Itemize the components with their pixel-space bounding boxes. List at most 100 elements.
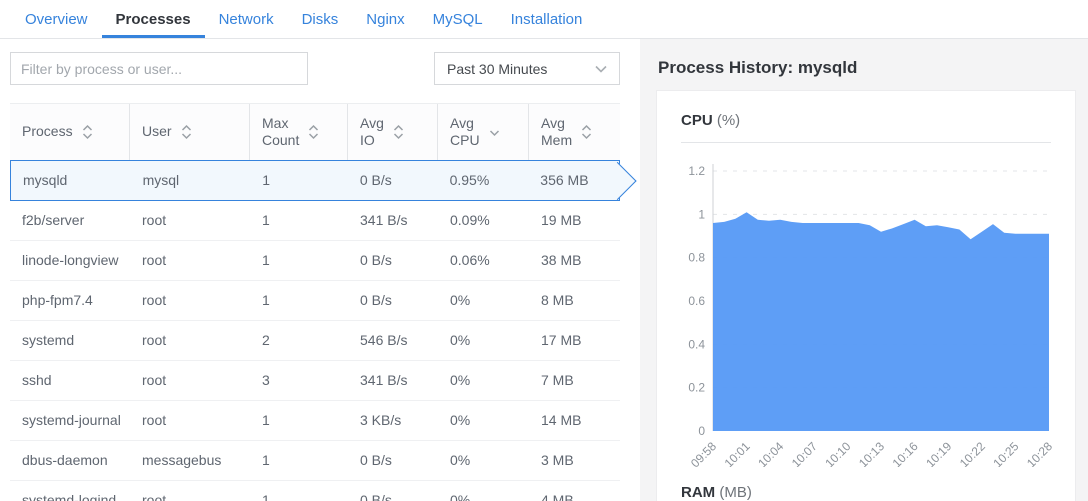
process-row-sshd[interactable]: sshd root 3 341 B/s 0% 7 MB	[10, 361, 620, 401]
tab-overview[interactable]: Overview	[25, 10, 88, 28]
cell-avg-mem: 17 MB	[541, 332, 582, 349]
process-table: Process User Max Count Avg IO Avg CPU Avg Mem…	[10, 103, 637, 501]
cell-avg-cpu: 0.06%	[450, 252, 490, 269]
cell-avg-mem: 19 MB	[541, 212, 582, 229]
cell-avg-mem: 3 MB	[541, 452, 574, 469]
svg-text:10:22: 10:22	[957, 439, 988, 467]
cell-process: mysqld	[23, 172, 68, 189]
svg-text:0.6: 0.6	[688, 294, 705, 308]
tab-installation[interactable]: Installation	[510, 10, 583, 28]
cell-user: root	[142, 332, 167, 349]
cell-user: mysql	[142, 172, 180, 189]
svg-text:0.2: 0.2	[688, 381, 705, 395]
cpu-chart-title: CPU (%)	[681, 112, 741, 129]
cell-avg-cpu: 0%	[450, 372, 471, 389]
process-row-mysqld[interactable]: mysqld mysql 1 0 B/s 0.95% 356 MB	[10, 160, 637, 201]
chevron-down-icon	[593, 61, 609, 77]
cell-max-count: 1	[262, 492, 270, 501]
cell-process: dbus-daemon	[22, 452, 108, 469]
cell-process: f2b/server	[22, 212, 85, 229]
column-label: Max Count	[262, 114, 300, 149]
cell-avg-cpu: 0%	[450, 492, 471, 501]
cell-process: systemd-logind	[22, 492, 117, 501]
column-header-user[interactable]: User	[130, 104, 250, 160]
cell-max-count: 1	[262, 452, 270, 469]
cell-avg-io: 0 B/s	[359, 172, 392, 189]
cpu-chart-unit: (%)	[716, 112, 741, 129]
cell-avg-cpu: 0%	[450, 452, 471, 469]
process-row-php-fpm7.4[interactable]: php-fpm7.4 root 1 0 B/s 0% 8 MB	[10, 281, 620, 321]
cell-max-count: 1	[262, 292, 270, 309]
svg-text:10:07: 10:07	[789, 439, 820, 467]
cell-max-count: 1	[262, 412, 270, 429]
cell-avg-io: 546 B/s	[360, 332, 408, 349]
cell-user: messagebus	[142, 452, 222, 469]
column-header-max-count[interactable]: Max Count	[250, 104, 348, 160]
table-header: Process User Max Count Avg IO Avg CPU Avg Mem	[10, 103, 620, 161]
cell-max-count: 3	[262, 372, 270, 389]
process-row-linode-longview[interactable]: linode-longview root 1 0 B/s 0.06% 38 MB	[10, 241, 620, 281]
column-label: Avg Mem	[541, 114, 573, 149]
cell-avg-io: 0 B/s	[360, 492, 392, 501]
column-label: User	[142, 123, 172, 140]
table-body: mysqld mysql 1 0 B/s 0.95% 356 MB f2b/server ro…	[10, 160, 637, 501]
cell-avg-cpu: 0.95%	[449, 172, 490, 189]
cell-max-count: 1	[262, 252, 270, 269]
process-filter-input[interactable]	[10, 52, 308, 85]
tab-nginx[interactable]: Nginx	[366, 10, 405, 28]
cell-process: systemd	[22, 332, 75, 349]
cell-max-count: 1	[262, 212, 270, 229]
history-card: CPU (%) 0 0.2 0.4 0.6 0.8 1 1.2 09:58 10:01 10:04…	[656, 90, 1076, 501]
svg-text:0.8: 0.8	[688, 251, 705, 265]
cell-avg-cpu: 0%	[450, 412, 471, 429]
svg-text:09:58: 09:58	[688, 439, 719, 467]
cell-avg-cpu: 0.09%	[450, 212, 490, 229]
cell-process: php-fpm7.4	[22, 292, 93, 309]
tab-network[interactable]: Network	[218, 10, 274, 28]
cell-process: linode-longview	[22, 252, 119, 269]
cell-avg-io: 341 B/s	[360, 372, 408, 389]
ram-chart-title: RAM (MB)	[681, 484, 752, 501]
svg-text:1.2: 1.2	[688, 164, 705, 178]
tab-processes[interactable]: Processes	[102, 0, 205, 38]
column-label: Avg CPU	[450, 114, 480, 149]
cell-max-count: 1	[262, 172, 270, 189]
table-controls: Past 30 Minutes	[10, 52, 620, 85]
column-label: Avg IO	[360, 114, 384, 149]
panel-title: Process History: mysqld	[658, 58, 858, 77]
svg-text:10:25: 10:25	[990, 439, 1021, 467]
cell-max-count: 2	[262, 332, 270, 349]
sort-icon	[393, 124, 404, 140]
column-header-avg-mem[interactable]: Avg Mem	[529, 104, 620, 160]
svg-text:10:19: 10:19	[923, 439, 954, 467]
cell-avg-mem: 38 MB	[541, 252, 582, 269]
process-row-dbus-daemon[interactable]: dbus-daemon messagebus 1 0 B/s 0% 3 MB	[10, 441, 620, 481]
divider	[681, 142, 1051, 143]
cell-avg-mem: 14 MB	[541, 412, 582, 429]
column-header-avg-io[interactable]: Avg IO	[348, 104, 438, 160]
process-row-systemd[interactable]: systemd root 2 546 B/s 0% 17 MB	[10, 321, 620, 361]
column-header-process[interactable]: Process	[10, 104, 130, 160]
sort-icon	[581, 124, 592, 140]
cell-user: root	[142, 292, 167, 309]
svg-text:0: 0	[698, 424, 705, 438]
cell-avg-mem: 4 MB	[541, 492, 574, 501]
process-row-f2b/server[interactable]: f2b/server root 1 341 B/s 0.09% 19 MB	[10, 201, 620, 241]
tab-mysql[interactable]: MySQL	[432, 10, 483, 28]
tab-disks[interactable]: Disks	[301, 10, 339, 28]
cell-avg-mem: 356 MB	[540, 172, 589, 189]
selected-row-arrow-icon	[598, 161, 637, 200]
cell-avg-mem: 8 MB	[541, 292, 574, 309]
column-header-avg-cpu[interactable]: Avg CPU	[438, 104, 529, 160]
time-range-select[interactable]: Past 30 Minutes	[434, 52, 620, 85]
cpu-area-chart: 00.20.40.60.811.209:58 10:01 10:04 10:07 10:…	[688, 164, 1055, 470]
sort-icon	[82, 124, 93, 140]
process-row-systemd-journal[interactable]: systemd-journal root 1 3 KB/s 0% 14 MB	[10, 401, 620, 441]
cell-user: root	[142, 212, 167, 229]
cell-user: root	[142, 492, 167, 501]
process-row-systemd-logind[interactable]: systemd-logind root 1 0 B/s 0% 4 MB	[10, 481, 620, 501]
svg-text:10:16: 10:16	[890, 439, 921, 467]
svg-text:10:10: 10:10	[822, 439, 853, 467]
sort-desc-icon	[489, 124, 500, 140]
